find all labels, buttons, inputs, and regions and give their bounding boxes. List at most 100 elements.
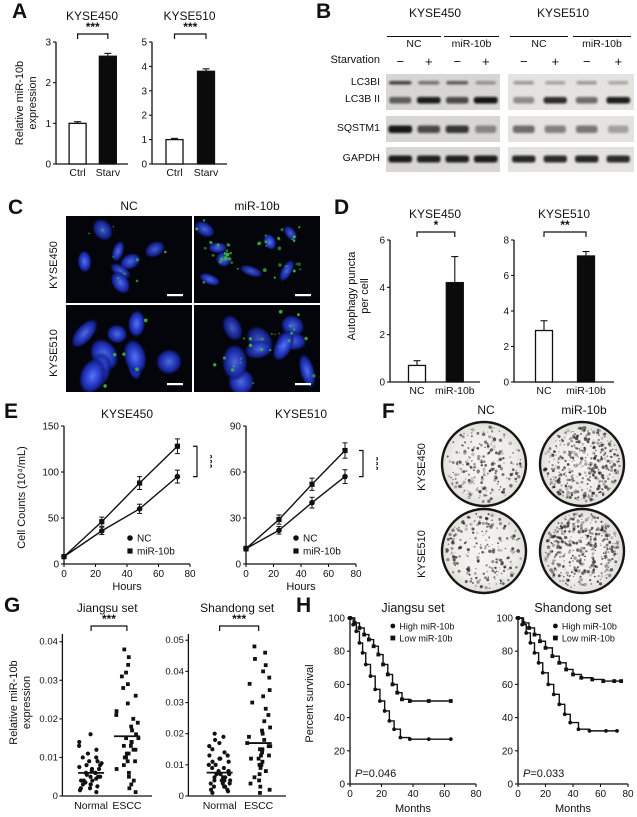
ylabel-line: Relative miR-10b [8,660,20,745]
ylabel-line: Autophagy puncta [346,251,358,341]
svg-text:0: 0 [53,560,59,571]
svg-text:40: 40 [295,569,307,580]
svg-text:NC: NC [303,534,317,545]
svg-text:KYSE450: KYSE450 [66,9,118,23]
svg-text:Low miR-10b: Low miR-10b [399,634,452,644]
svg-text:+: + [482,54,490,69]
micro-col-header-mir10b: miR-10b [234,199,280,213]
svg-text:1: 1 [45,119,51,130]
svg-text:P=0.046: P=0.046 [355,768,396,780]
svg-text:8: 8 [503,236,509,247]
colony-col-header-mir10b: miR-10b [561,403,607,417]
svg-text:0: 0 [179,791,184,802]
svg-text:2: 2 [379,330,385,341]
svg-text:0.04: 0.04 [165,666,184,677]
ylabel-line: per cell [358,278,371,314]
svg-text:Hours: Hours [286,581,316,593]
chart-g-shandong: Shandong set 0 0.01 0.02 0.03 0.04 0.05 Normal E… [165,601,286,812]
svg-text:60: 60 [323,569,335,580]
svg-text:Months: Months [395,803,432,815]
micro-row-label-kyse450: KYSE450 [48,241,60,289]
svg-text:KYSE510: KYSE510 [163,9,215,23]
svg-text:0.02: 0.02 [39,714,58,725]
svg-text:KYSE450: KYSE450 [409,207,461,221]
svg-text:Normal: Normal [74,800,108,812]
svg-text:60: 60 [439,789,451,800]
svg-text:80: 80 [622,789,634,800]
panel-d-label: D [334,196,350,219]
colony-dish-grid [440,420,626,595]
svg-text:Ctrl: Ctrl [69,167,85,179]
svg-text:0: 0 [45,160,51,171]
blot-title-kyse450: KYSE450 [408,6,462,20]
panel-e-label: E [4,400,19,423]
svg-text:ESCC: ESCC [112,800,142,812]
chart-e-kyse510: KYSE510 0 30 60 90 0 20 40 60 80 Hours *** NC miR-10b [230,407,378,593]
svg-text:miR-10b: miR-10b [137,547,175,558]
svg-text:***: *** [203,454,212,468]
svg-text:0.01: 0.01 [39,752,58,763]
fluorescence-image-grid [66,216,320,392]
svg-text:60: 60 [502,680,514,691]
svg-text:0.01: 0.01 [165,760,184,771]
panel-d-ylabel: Autophagy puncta per cell [346,234,371,358]
svg-text:20: 20 [268,569,280,580]
panel-a-label: A [12,0,28,23]
svg-text:P=0.033: P=0.033 [523,768,564,780]
chart-d-kyse510: KYSE510 0 2 4 6 8 NC miR-10b ** [503,207,614,397]
svg-text:0: 0 [507,780,513,791]
svg-text:6: 6 [503,271,509,282]
svg-text:1: 1 [141,135,147,146]
svg-text:Ctrl: Ctrl [166,167,182,179]
western-blot-image: − + − + − + − + [386,54,634,172]
panel-b-label: B [316,0,332,23]
svg-text:60: 60 [153,569,165,580]
svg-text:High miR-10b: High miR-10b [562,622,617,632]
svg-text:Jiangsu set: Jiangsu set [381,601,445,615]
svg-text:0: 0 [339,780,345,791]
svg-text:Shandong set: Shandong set [200,601,275,615]
svg-text:miR-10b: miR-10b [435,385,475,397]
svg-text:60: 60 [595,789,607,800]
svg-text:0.05: 0.05 [165,635,184,646]
svg-text:0.03: 0.03 [39,675,58,686]
svg-text:+: + [425,54,433,69]
svg-text:80: 80 [470,789,482,800]
starvation-label: Starvation [330,54,380,66]
svg-text:KYSE450: KYSE450 [101,407,153,421]
colony-row-label-kyse450: KYSE450 [416,443,428,491]
svg-text:***: *** [86,20,100,34]
svg-text:30: 30 [230,514,242,525]
chart-d-kyse450: KYSE450 0 2 4 6 NC miR-10b * [379,207,480,397]
panel-c-label: C [8,196,24,219]
svg-text:100: 100 [496,614,513,625]
blot-row-label-lc3bi: LC3BI [350,76,380,88]
svg-text:40: 40 [567,789,579,800]
svg-text:Low miR-10b: Low miR-10b [562,634,615,644]
svg-text:0: 0 [347,789,353,800]
svg-text:0: 0 [503,378,509,389]
svg-text:***: *** [232,612,246,626]
svg-text:***: *** [369,457,378,471]
svg-text:0.04: 0.04 [39,637,58,648]
blot-group-mir10b-2: miR-10b [573,36,631,50]
svg-text:150: 150 [42,422,59,433]
svg-text:6: 6 [379,236,385,247]
svg-text:40: 40 [121,569,133,580]
blot-row-label-sqstm1: SQSTM1 [336,122,380,134]
colony-row-label-kyse510: KYSE510 [416,530,428,578]
svg-text:0: 0 [141,160,147,171]
svg-text:***: *** [102,612,116,626]
svg-text:−: − [520,54,528,69]
svg-text:Months: Months [555,803,592,815]
svg-text:miR-10b: miR-10b [566,385,606,397]
ylabel-line: expression [26,76,39,130]
svg-text:20: 20 [90,569,102,580]
svg-text:80: 80 [334,647,346,658]
svg-text:2: 2 [45,78,51,89]
svg-text:0.02: 0.02 [165,729,184,740]
panel-h-ylabel: Percent survival [304,664,316,743]
svg-text:High miR-10b: High miR-10b [399,622,454,632]
blot-row-label-gapdh: GAPDH [342,152,380,164]
